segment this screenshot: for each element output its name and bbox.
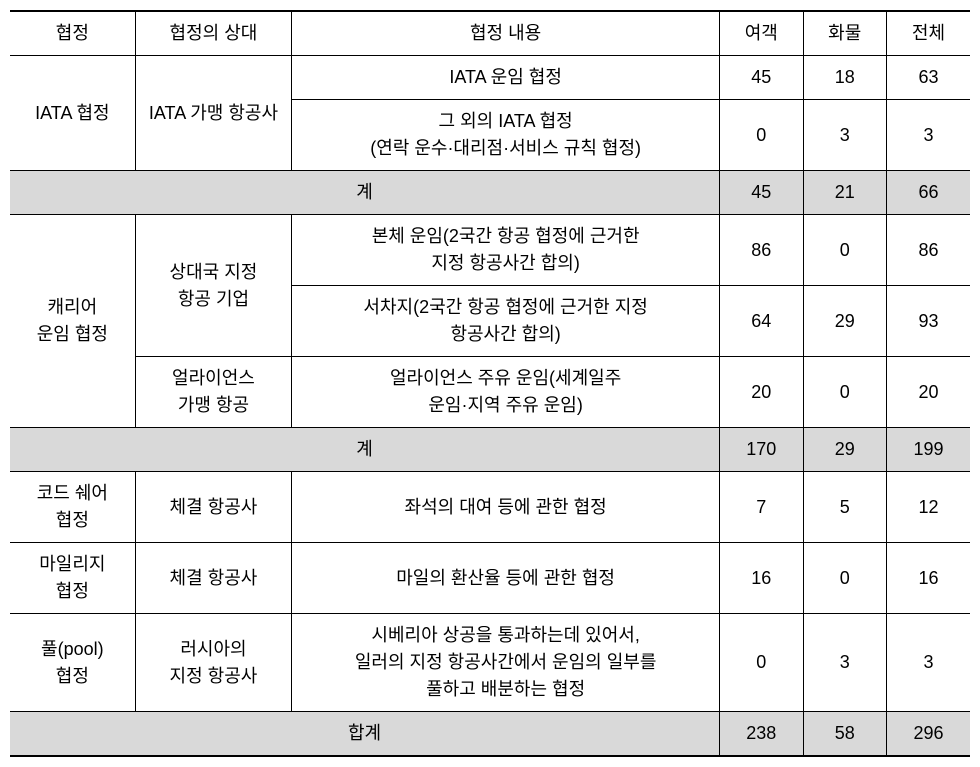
- mileage-row: 마일리지협정 체결 항공사 마일의 환산율 등에 관한 협정 16 0 16: [10, 543, 970, 614]
- pool-total: 3: [886, 614, 970, 712]
- carrier-total-2: 93: [886, 286, 970, 357]
- iata-subtotal-passenger: 45: [720, 171, 803, 215]
- carrier-cargo-1: 0: [803, 215, 886, 286]
- carrier-row-1: 캐리어운임 협정 상대국 지정항공 기업 본체 운임(2국간 항공 협정에 근거…: [10, 215, 970, 286]
- grandtotal-passenger: 238: [720, 712, 803, 757]
- iata-subtotal-row: 계 45 21 66: [10, 171, 970, 215]
- codeshare-cargo: 5: [803, 472, 886, 543]
- carrier-content-2: 서차지(2국간 항공 협정에 근거한 지정항공사간 합의): [292, 286, 720, 357]
- mileage-passenger: 16: [720, 543, 803, 614]
- carrier-partner-2: 얼라이언스가맹 항공: [135, 357, 292, 428]
- codeshare-row: 코드 쉐어협정 체결 항공사 좌석의 대여 등에 관한 협정 7 5 12: [10, 472, 970, 543]
- codeshare-agreement: 코드 쉐어협정: [10, 472, 135, 543]
- grandtotal-row: 합계 238 58 296: [10, 712, 970, 757]
- pool-content: 시베리아 상공을 통과하는데 있어서,일러의 지정 항공사간에서 운임의 일부를…: [292, 614, 720, 712]
- header-row: 협정 협정의 상대 협정 내용 여객 화물 전체: [10, 11, 970, 56]
- iata-row-1: IATA 협정 IATA 가맹 항공사 IATA 운임 협정 45 18 63: [10, 56, 970, 100]
- pool-agreement: 풀(pool)협정: [10, 614, 135, 712]
- carrier-total-1: 86: [886, 215, 970, 286]
- carrier-subtotal-row: 계 170 29 199: [10, 428, 970, 472]
- carrier-content-1: 본체 운임(2국간 항공 협정에 근거한지정 항공사간 합의): [292, 215, 720, 286]
- grandtotal-label: 합계: [10, 712, 720, 757]
- codeshare-content: 좌석의 대여 등에 관한 협정: [292, 472, 720, 543]
- iata-passenger-2: 0: [720, 100, 803, 171]
- iata-total-1: 63: [886, 56, 970, 100]
- carrier-subtotal-total: 199: [886, 428, 970, 472]
- iata-content-1: IATA 운임 협정: [292, 56, 720, 100]
- iata-subtotal-label: 계: [10, 171, 720, 215]
- carrier-passenger-3: 20: [720, 357, 803, 428]
- iata-cargo-2: 3: [803, 100, 886, 171]
- mileage-content: 마일의 환산율 등에 관한 협정: [292, 543, 720, 614]
- pool-row: 풀(pool)협정 러시아의지정 항공사 시베리아 상공을 통과하는데 있어서,…: [10, 614, 970, 712]
- header-total: 전체: [886, 11, 970, 56]
- iata-subtotal-total: 66: [886, 171, 970, 215]
- header-agreement: 협정: [10, 11, 135, 56]
- mileage-agreement: 마일리지협정: [10, 543, 135, 614]
- pool-passenger: 0: [720, 614, 803, 712]
- carrier-total-3: 20: [886, 357, 970, 428]
- carrier-passenger-1: 86: [720, 215, 803, 286]
- codeshare-partner: 체결 항공사: [135, 472, 292, 543]
- carrier-subtotal-passenger: 170: [720, 428, 803, 472]
- mileage-partner: 체결 항공사: [135, 543, 292, 614]
- carrier-content-3: 얼라이언스 주유 운임(세계일주운임·지역 주유 운임): [292, 357, 720, 428]
- iata-subtotal-cargo: 21: [803, 171, 886, 215]
- header-cargo: 화물: [803, 11, 886, 56]
- carrier-agreement: 캐리어운임 협정: [10, 215, 135, 428]
- iata-total-2: 3: [886, 100, 970, 171]
- iata-passenger-1: 45: [720, 56, 803, 100]
- header-partner: 협정의 상대: [135, 11, 292, 56]
- grandtotal-total: 296: [886, 712, 970, 757]
- codeshare-passenger: 7: [720, 472, 803, 543]
- grandtotal-cargo: 58: [803, 712, 886, 757]
- agreement-table: 협정 협정의 상대 협정 내용 여객 화물 전체 IATA 협정 IATA 가맹…: [10, 10, 970, 757]
- carrier-row-3: 얼라이언스가맹 항공 얼라이언스 주유 운임(세계일주운임·지역 주유 운임) …: [10, 357, 970, 428]
- iata-content-2: 그 외의 IATA 협정(연락 운수·대리점·서비스 규칙 협정): [292, 100, 720, 171]
- mileage-total: 16: [886, 543, 970, 614]
- pool-partner: 러시아의지정 항공사: [135, 614, 292, 712]
- mileage-cargo: 0: [803, 543, 886, 614]
- carrier-subtotal-cargo: 29: [803, 428, 886, 472]
- carrier-subtotal-label: 계: [10, 428, 720, 472]
- carrier-cargo-3: 0: [803, 357, 886, 428]
- carrier-cargo-2: 29: [803, 286, 886, 357]
- iata-agreement: IATA 협정: [10, 56, 135, 171]
- codeshare-total: 12: [886, 472, 970, 543]
- header-passenger: 여객: [720, 11, 803, 56]
- carrier-partner-1: 상대국 지정항공 기업: [135, 215, 292, 357]
- iata-partner: IATA 가맹 항공사: [135, 56, 292, 171]
- carrier-passenger-2: 64: [720, 286, 803, 357]
- pool-cargo: 3: [803, 614, 886, 712]
- header-content: 협정 내용: [292, 11, 720, 56]
- iata-cargo-1: 18: [803, 56, 886, 100]
